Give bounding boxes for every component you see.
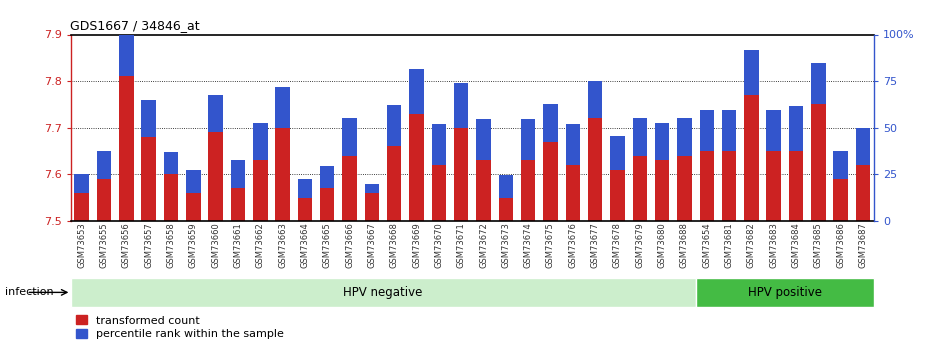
Bar: [409, 114, 424, 221]
Bar: [141, 100, 156, 137]
Bar: [253, 160, 268, 221]
Bar: [230, 160, 245, 188]
Bar: [342, 156, 357, 221]
Text: HPV negative: HPV negative: [343, 286, 423, 299]
Bar: [521, 119, 536, 160]
Bar: [633, 156, 647, 221]
Text: HPV positive: HPV positive: [748, 286, 822, 299]
Bar: [543, 104, 557, 141]
Bar: [119, 36, 133, 77]
Bar: [70, 221, 874, 345]
Bar: [409, 69, 424, 114]
Bar: [275, 128, 290, 221]
Bar: [722, 110, 736, 151]
Bar: [766, 110, 781, 151]
Bar: [74, 193, 89, 221]
Bar: [253, 123, 268, 160]
Bar: [70, 278, 696, 307]
Bar: [209, 95, 223, 132]
Bar: [610, 136, 625, 169]
Bar: [789, 151, 804, 221]
Bar: [655, 123, 669, 160]
Bar: [543, 142, 557, 221]
Bar: [365, 193, 379, 221]
Bar: [454, 83, 468, 128]
Bar: [186, 193, 200, 221]
Bar: [655, 160, 669, 221]
Bar: [230, 188, 245, 221]
Bar: [588, 118, 603, 221]
Bar: [477, 119, 491, 160]
Bar: [566, 165, 580, 221]
Bar: [566, 124, 580, 165]
Bar: [744, 50, 759, 95]
Bar: [811, 105, 825, 221]
Bar: [699, 151, 714, 221]
Bar: [834, 179, 848, 221]
Bar: [97, 151, 111, 179]
Bar: [699, 110, 714, 151]
Bar: [431, 124, 446, 165]
Bar: [387, 105, 401, 146]
Bar: [186, 170, 200, 193]
Bar: [789, 106, 804, 151]
Bar: [588, 81, 603, 118]
Bar: [164, 152, 179, 174]
Bar: [298, 179, 312, 198]
Bar: [141, 137, 156, 221]
Bar: [855, 128, 870, 165]
Bar: [164, 174, 179, 221]
Bar: [722, 151, 736, 221]
Bar: [610, 170, 625, 221]
Text: GDS1667 / 34846_at: GDS1667 / 34846_at: [70, 19, 200, 32]
Bar: [677, 156, 692, 221]
Bar: [633, 118, 647, 156]
Bar: [834, 151, 848, 179]
Bar: [498, 198, 513, 221]
Bar: [320, 188, 335, 221]
Bar: [74, 174, 89, 193]
Bar: [454, 128, 468, 221]
Bar: [342, 118, 357, 156]
Text: infection: infection: [5, 287, 54, 297]
Bar: [696, 278, 874, 307]
Bar: [744, 95, 759, 221]
Bar: [766, 151, 781, 221]
Bar: [431, 165, 446, 221]
Bar: [387, 146, 401, 221]
Bar: [298, 198, 312, 221]
Bar: [209, 132, 223, 221]
Bar: [477, 160, 491, 221]
Bar: [811, 63, 825, 105]
Bar: [498, 175, 513, 198]
Bar: [521, 160, 536, 221]
Bar: [275, 87, 290, 128]
Bar: [119, 77, 133, 221]
Bar: [677, 118, 692, 156]
Legend: transformed count, percentile rank within the sample: transformed count, percentile rank withi…: [76, 315, 284, 339]
Bar: [855, 165, 870, 221]
Bar: [365, 184, 379, 193]
Bar: [97, 179, 111, 221]
Bar: [320, 166, 335, 188]
